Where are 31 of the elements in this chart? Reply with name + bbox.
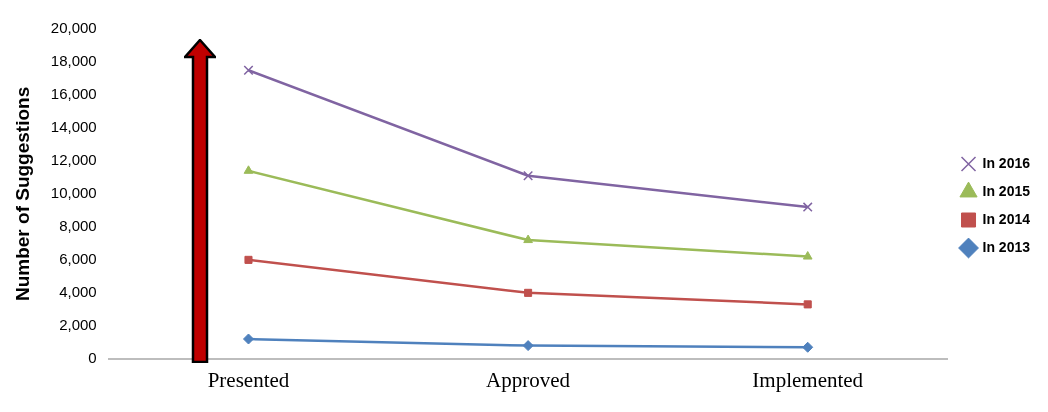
y-tick-label: 0 xyxy=(88,348,97,366)
point xyxy=(523,170,534,181)
y-tick-label: 16,000 xyxy=(50,85,97,103)
point xyxy=(242,333,254,345)
point xyxy=(802,341,814,353)
point xyxy=(243,165,254,174)
legend-label: In 2014 xyxy=(982,210,1031,227)
y-tick-label: 10,000 xyxy=(50,184,97,202)
point xyxy=(524,288,533,297)
legend-label: In 2016 xyxy=(982,154,1031,171)
x-tick-label: Implemented xyxy=(752,367,864,392)
point xyxy=(244,255,253,264)
point xyxy=(802,251,813,260)
point xyxy=(522,340,534,352)
y-tick-label: 12,000 xyxy=(50,151,97,169)
y-tick-label: 20,000 xyxy=(50,19,97,37)
y-tick-label: 6,000 xyxy=(59,250,97,267)
y-tick-label: 8,000 xyxy=(59,217,97,235)
y-tick-label: 18,000 xyxy=(50,52,97,70)
point xyxy=(803,300,812,309)
y-tick-label: 14,000 xyxy=(50,118,97,136)
y-tick-label: 4,000 xyxy=(59,282,97,300)
point xyxy=(243,65,254,76)
y-axis-title: Number of Suggestions xyxy=(11,86,33,302)
legend-label: In 2015 xyxy=(982,182,1031,199)
point xyxy=(802,202,813,213)
legend-label: In 2013 xyxy=(982,238,1031,255)
x-tick-label: Presented xyxy=(207,367,290,392)
y-tick-label: 2,000 xyxy=(59,315,97,333)
x-tick-label: Approved xyxy=(486,367,571,392)
point xyxy=(523,234,533,244)
